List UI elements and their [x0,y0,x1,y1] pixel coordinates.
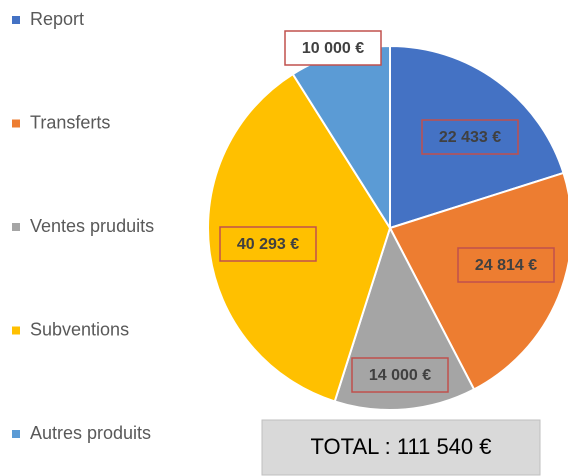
legend: Report Transferts Ventes pruduits Subventio… [12,9,154,443]
legend-label: Ventes pruduits [30,216,154,236]
legend-label: Transferts [30,112,110,132]
data-label-box [457,247,555,283]
legend-swatch [12,326,20,335]
legend-swatch [12,430,20,438]
slice [333,225,476,411]
slice [388,171,568,391]
data-label-box [219,226,317,262]
slice [207,72,392,403]
data-label-box [284,30,382,66]
data-label: 24 814 € [475,257,537,274]
legend-swatch [12,16,20,24]
slice [389,44,565,230]
data-label: 14 000 € [369,367,431,384]
data-label: 10 000 € [302,40,364,57]
data-label: 22 433 € [439,129,501,146]
data-label-box [421,119,519,155]
legend-label: Autres produits [30,423,151,443]
data-label: 40 293 € [237,236,299,253]
data-labels: 22 433 € 24 814 € 14 000 € 40 293 € 10 000 € [219,30,555,393]
legend-swatch [12,223,20,231]
total-label: TOTAL : 111 540 € [311,434,492,459]
legend-label: Subventions [30,319,129,339]
pie [207,44,568,411]
legend-swatch [12,119,20,128]
total-box [261,419,541,476]
data-label-box [351,357,449,393]
legend-label: Report [30,9,84,29]
